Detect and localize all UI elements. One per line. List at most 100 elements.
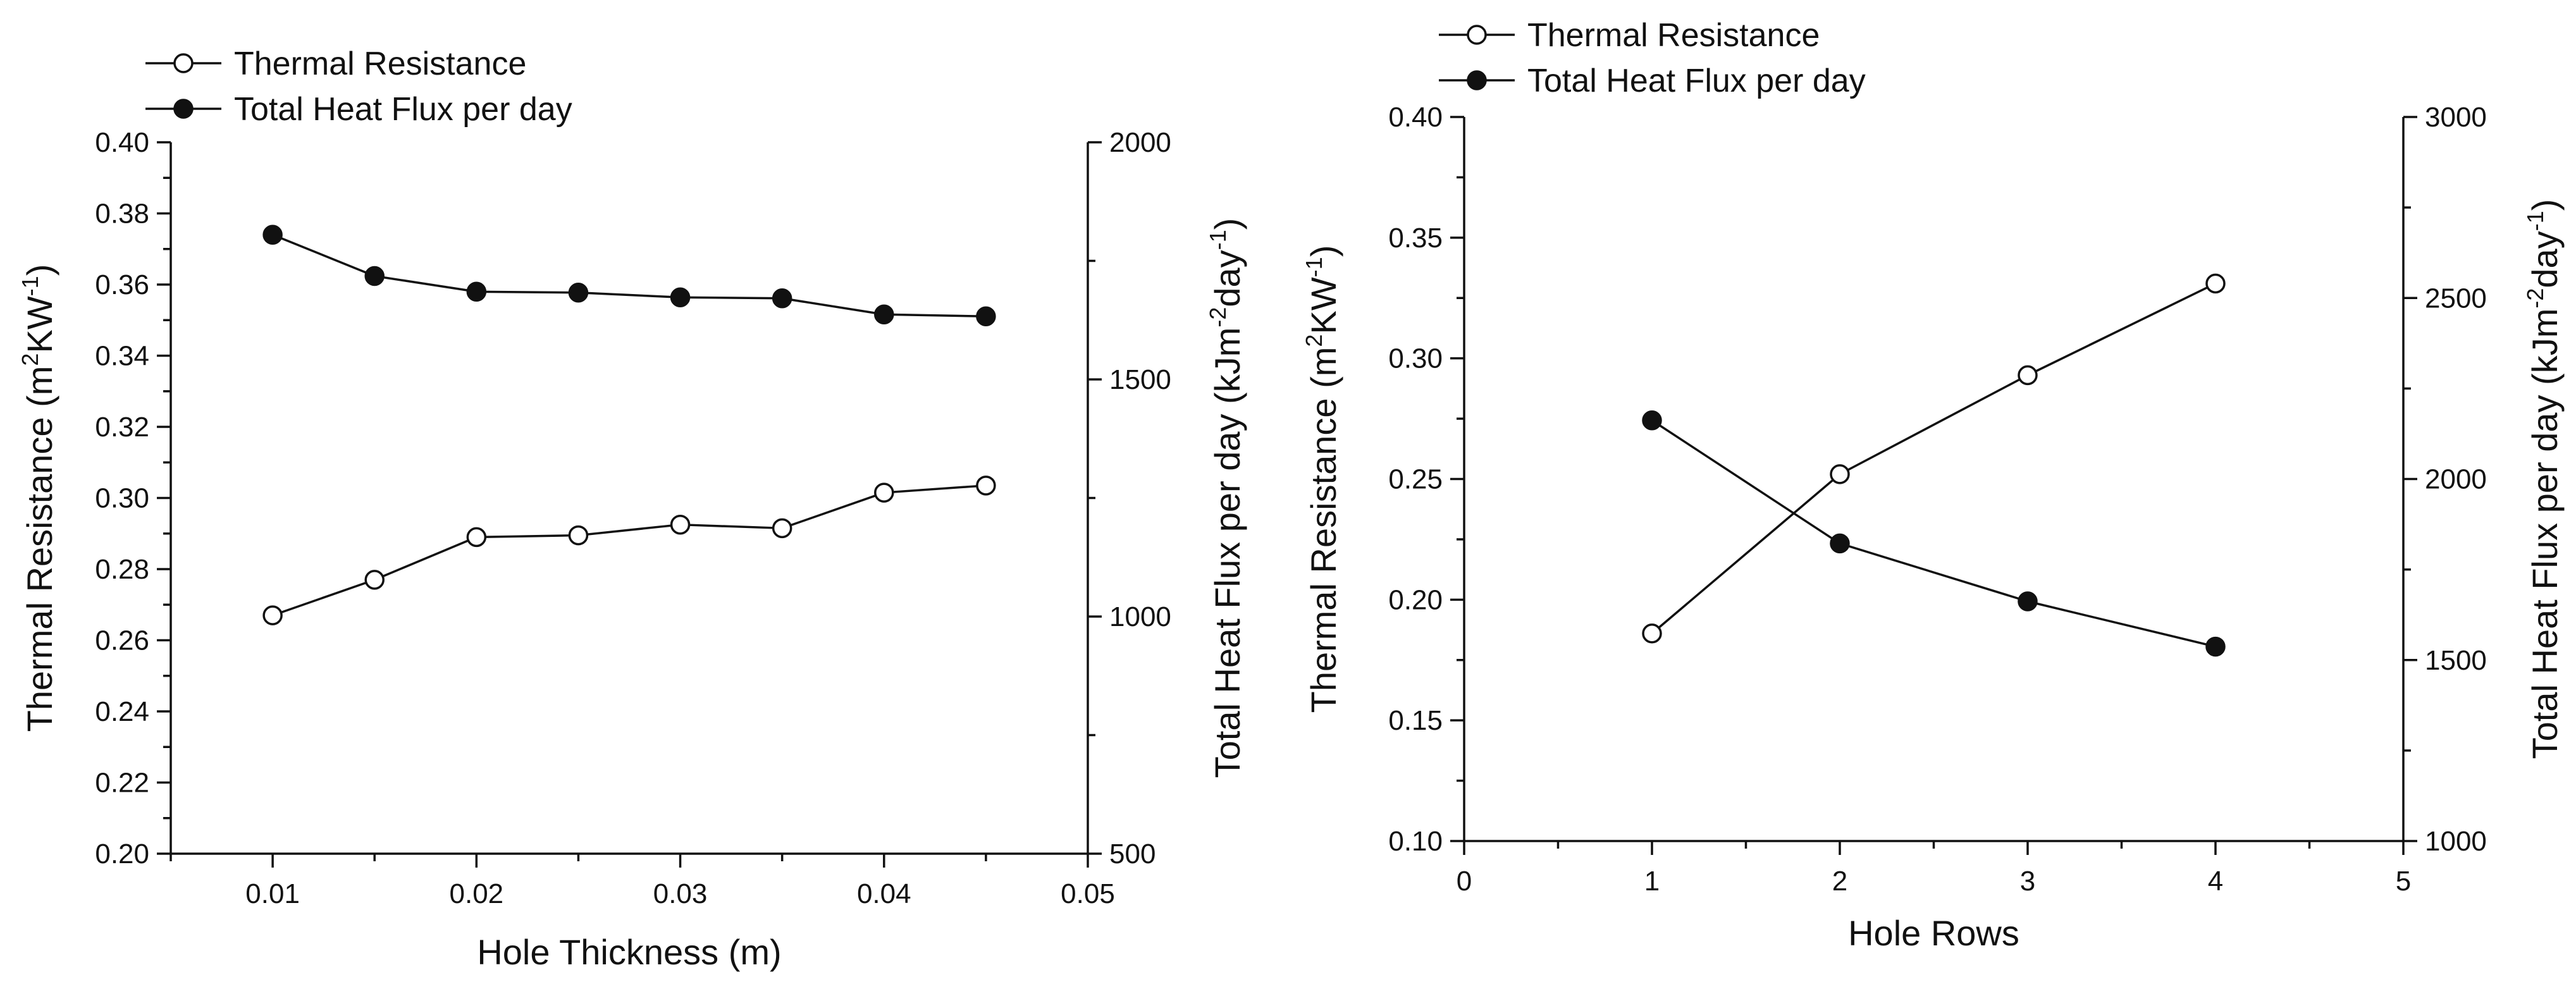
x-tick-label: 3	[2020, 866, 2035, 897]
right-y-tick-label: 500	[1109, 838, 1156, 869]
x-tick-label: 1	[1644, 866, 1660, 897]
left-y-axis-title-mid: KW	[20, 296, 59, 353]
legend-marker-thermal-resistance	[173, 53, 194, 73]
x-tick-label: 0	[1457, 866, 1472, 897]
data-point-total-heat-flux-per-day	[466, 281, 487, 302]
data-point-thermal-resistance	[2205, 273, 2226, 294]
data-point-thermal-resistance	[976, 476, 996, 496]
data-point-total-heat-flux-per-day	[772, 288, 792, 309]
data-point-total-heat-flux-per-day	[568, 283, 589, 303]
left-y-tick-label: 0.24	[95, 696, 149, 727]
x-tick-label: 2	[1832, 866, 1847, 897]
data-point-thermal-resistance	[2018, 365, 2038, 386]
right-y-axis-title: Total Heat Flux per day (kJm-2day-1)	[2522, 199, 2565, 759]
left-y-tick-label: 0.10	[1388, 826, 1443, 857]
right-y-axis-title-end: )	[1207, 218, 1247, 230]
right-y-tick-label: 2500	[2425, 283, 2487, 314]
chart-hole-rows: 0 1 2 3 4 5 0.10 0.15 0.20 0.25 0.30 0.35 0.40 1000 15…	[1301, 17, 2565, 953]
data-point-total-heat-flux-per-day	[364, 266, 385, 286]
left-y-tick-label: 0.28	[95, 554, 149, 585]
x-axis-title: Hole Thickness (m)	[477, 932, 781, 972]
data-point-thermal-resistance	[874, 482, 894, 503]
x-tick-label: 4	[2208, 866, 2223, 897]
right-y-tick-label: 2000	[1109, 127, 1171, 158]
data-point-total-heat-flux-per-day	[1830, 533, 1850, 554]
left-y-tick-label: 0.32	[95, 412, 149, 443]
left-y-tick-label: 0.38	[95, 199, 149, 230]
right-y-axis-title-main: Total Heat Flux per day (kJm	[2525, 309, 2565, 759]
data-point-thermal-resistance	[568, 525, 589, 546]
left-y-axis-title-mid: KW	[1303, 277, 1343, 334]
legend-label-total-heat-flux-per-day: Total Heat Flux per day	[234, 91, 572, 128]
left-y-tick-label: 0.20	[95, 838, 149, 869]
left-y-tick-label: 0.15	[1388, 705, 1443, 736]
legend-marker-thermal-resistance	[1467, 25, 1487, 45]
x-tick-label: 0.04	[857, 878, 911, 909]
left-y-tick-label: 0.20	[1388, 584, 1443, 615]
legend-label-thermal-resistance: Thermal Resistance	[1527, 17, 1820, 54]
right-y-tick-label: 3000	[2425, 102, 2487, 133]
legend-label-total-heat-flux-per-day: Total Heat Flux per day	[1527, 63, 1866, 99]
chart-hole-thickness: 0.01 0.02 0.03 0.04 0.05 0.20 0.22 0.24 0.26 0.28…	[17, 46, 1247, 972]
right-y-tick-label: 1500	[2425, 645, 2487, 676]
left-y-axis-title: Thermal Resistance (m2KW-1)	[1301, 245, 1343, 713]
left-y-axis-title-sup2: -1	[1301, 257, 1327, 277]
right-y-axis-title-sup2: -1	[2522, 211, 2548, 231]
data-point-total-heat-flux-per-day	[262, 224, 283, 245]
data-point-thermal-resistance	[364, 570, 385, 590]
left-y-axis-title-sup1: 2	[17, 353, 43, 366]
right-y-axis-title-mid: day	[1207, 250, 1247, 307]
data-point-total-heat-flux-per-day	[976, 306, 996, 326]
left-y-tick-label: 0.30	[95, 483, 149, 514]
data-point-thermal-resistance	[670, 514, 691, 535]
left-y-axis-title-main: Thermal Resistance (m	[1303, 347, 1343, 713]
right-y-tick-label: 2000	[2425, 464, 2487, 495]
x-tick-label: 5	[2396, 866, 2411, 897]
right-y-axis-title-main: Total Heat Flux per day (kJm	[1207, 328, 1247, 778]
left-y-axis-title-end: )	[1303, 245, 1343, 257]
x-tick-label: 0.03	[653, 878, 708, 909]
left-y-tick-label: 0.26	[95, 625, 149, 656]
left-y-tick-label: 0.35	[1388, 223, 1443, 254]
left-y-tick-label: 0.22	[95, 768, 149, 799]
x-tick-label: 0.05	[1061, 878, 1115, 909]
data-point-total-heat-flux-per-day	[1642, 410, 1662, 431]
left-y-tick-label: 0.40	[95, 127, 149, 158]
data-point-total-heat-flux-per-day	[2018, 591, 2038, 611]
series-line-total-heat-flux-per-day	[272, 233, 986, 317]
x-tick-label: 0.01	[245, 878, 300, 909]
left-y-tick-label: 0.34	[95, 341, 149, 372]
data-point-thermal-resistance	[262, 605, 283, 625]
x-axis-title: Hole Rows	[1848, 913, 2019, 953]
right-y-tick-label: 1000	[2425, 826, 2487, 857]
right-y-axis-title-sup2: -1	[1205, 230, 1231, 250]
data-point-thermal-resistance	[1642, 624, 1662, 644]
legend-marker-total-heat-flux-per-day	[173, 99, 194, 119]
data-point-thermal-resistance	[466, 527, 487, 548]
series-line-total-heat-flux-per-day	[1651, 419, 2216, 648]
data-point-total-heat-flux-per-day	[670, 287, 691, 307]
right-y-axis-title-end: )	[2525, 199, 2565, 211]
right-y-axis-title-mid: day	[2525, 231, 2565, 288]
data-point-total-heat-flux-per-day	[874, 304, 894, 324]
left-y-axis-title: Thermal Resistance (m2KW-1)	[17, 264, 59, 732]
left-y-tick-label: 0.30	[1388, 343, 1443, 374]
legend-label-thermal-resistance: Thermal Resistance	[234, 46, 526, 82]
right-y-tick-label: 1000	[1109, 601, 1171, 632]
left-y-axis-title-main: Thermal Resistance (m	[20, 366, 59, 732]
left-y-axis-title-sup1: 2	[1301, 335, 1327, 347]
right-y-axis-title-sup1: -2	[1205, 307, 1231, 328]
series-line-thermal-resistance	[272, 484, 987, 617]
data-point-total-heat-flux-per-day	[2205, 636, 2226, 657]
left-y-tick-label: 0.25	[1388, 464, 1443, 495]
series-line-thermal-resistance	[1651, 282, 2216, 635]
left-y-tick-label: 0.40	[1388, 102, 1443, 133]
right-y-tick-label: 1500	[1109, 364, 1171, 395]
right-y-axis-title: Total Heat Flux per day (kJm-2day-1)	[1205, 218, 1247, 778]
data-point-thermal-resistance	[772, 518, 792, 539]
right-y-axis-title-sup1: -2	[2522, 288, 2548, 309]
left-y-tick-label: 0.36	[95, 269, 149, 300]
left-y-axis-title-sup2: -1	[17, 276, 43, 296]
x-tick-label: 0.02	[450, 878, 504, 909]
